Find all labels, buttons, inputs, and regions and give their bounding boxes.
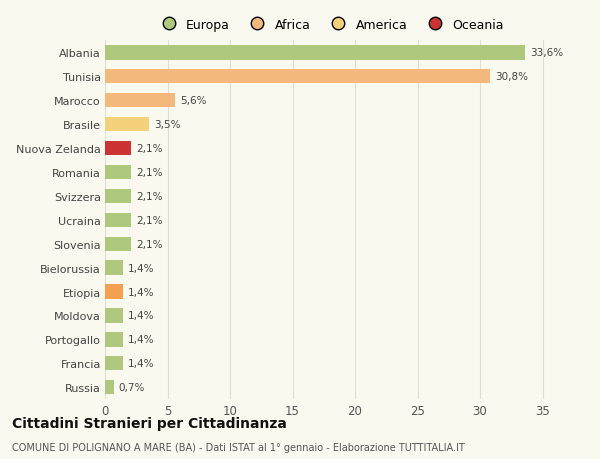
Bar xyxy=(105,189,131,204)
Text: 5,6%: 5,6% xyxy=(180,96,206,106)
Text: 2,1%: 2,1% xyxy=(136,239,163,249)
Bar xyxy=(105,285,122,299)
Bar xyxy=(105,308,122,323)
Text: 2,1%: 2,1% xyxy=(136,215,163,225)
Text: 1,4%: 1,4% xyxy=(128,263,154,273)
Bar xyxy=(105,70,490,84)
Text: 0,7%: 0,7% xyxy=(119,382,145,392)
Text: 1,4%: 1,4% xyxy=(128,358,154,369)
Bar xyxy=(105,261,122,275)
Bar xyxy=(105,332,122,347)
Text: 1,4%: 1,4% xyxy=(128,311,154,321)
Text: 30,8%: 30,8% xyxy=(495,72,528,82)
Text: 1,4%: 1,4% xyxy=(128,335,154,345)
Text: COMUNE DI POLIGNANO A MARE (BA) - Dati ISTAT al 1° gennaio - Elaborazione TUTTIT: COMUNE DI POLIGNANO A MARE (BA) - Dati I… xyxy=(12,442,465,452)
Bar xyxy=(105,380,114,395)
Text: 2,1%: 2,1% xyxy=(136,191,163,202)
Bar xyxy=(105,46,525,61)
Bar xyxy=(105,94,175,108)
Bar xyxy=(105,165,131,180)
Bar xyxy=(105,213,131,228)
Bar xyxy=(105,118,149,132)
Bar xyxy=(105,356,122,371)
Legend: Europa, Africa, America, Oceania: Europa, Africa, America, Oceania xyxy=(156,18,504,32)
Text: 1,4%: 1,4% xyxy=(128,287,154,297)
Text: 2,1%: 2,1% xyxy=(136,168,163,178)
Text: Cittadini Stranieri per Cittadinanza: Cittadini Stranieri per Cittadinanza xyxy=(12,416,287,430)
Text: 33,6%: 33,6% xyxy=(530,48,563,58)
Bar xyxy=(105,237,131,252)
Text: 2,1%: 2,1% xyxy=(136,144,163,154)
Text: 3,5%: 3,5% xyxy=(154,120,180,130)
Bar xyxy=(105,141,131,156)
